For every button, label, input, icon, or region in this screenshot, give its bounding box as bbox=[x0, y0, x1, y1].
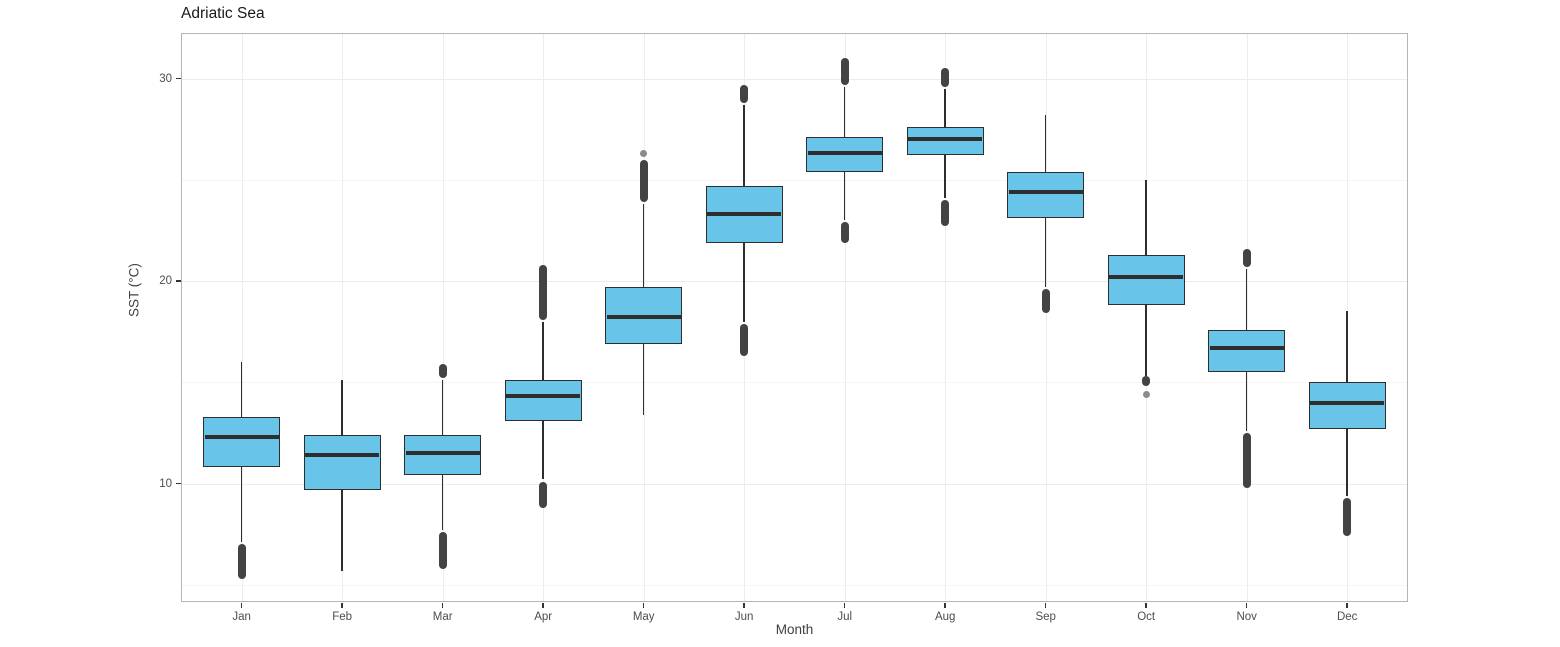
median-line-mar bbox=[405, 451, 480, 456]
gridline-major bbox=[182, 281, 1407, 283]
y-tick-label: 30 bbox=[159, 72, 172, 85]
outlier-cluster bbox=[1142, 376, 1151, 387]
x-tick-label: Feb bbox=[332, 611, 353, 623]
median-line-sep bbox=[1008, 189, 1083, 194]
y-tick bbox=[176, 280, 181, 282]
y-tick-label: 10 bbox=[159, 477, 172, 490]
y-axis-title: SST (°C) bbox=[126, 263, 142, 317]
median-line-jun bbox=[707, 212, 782, 217]
median-line-may bbox=[606, 315, 681, 320]
median-line-aug bbox=[908, 137, 983, 142]
median-line-jan bbox=[204, 434, 279, 439]
outlier-cluster bbox=[941, 200, 950, 227]
x-tick bbox=[240, 603, 243, 608]
x-tick-label: Jul bbox=[837, 611, 853, 623]
x-tick bbox=[944, 603, 946, 608]
outlier-cluster bbox=[539, 264, 548, 320]
x-tick-label: Jan bbox=[232, 611, 251, 623]
outlier-cluster bbox=[1242, 248, 1251, 267]
x-tick-label: Oct bbox=[1137, 611, 1156, 623]
outlier-cluster bbox=[740, 323, 749, 356]
x-tick bbox=[341, 603, 343, 608]
box-jan bbox=[203, 416, 281, 468]
gridline-major bbox=[182, 483, 1407, 485]
median-line-apr bbox=[506, 394, 581, 399]
x-tick-label: Jun bbox=[734, 611, 754, 623]
outlier-cluster bbox=[438, 532, 447, 569]
gridline-vertical bbox=[342, 34, 344, 601]
x-tick bbox=[1145, 603, 1147, 608]
median-line-feb bbox=[305, 453, 380, 458]
x-tick-label: Sep bbox=[1035, 611, 1056, 623]
x-tick-label: May bbox=[632, 611, 655, 623]
outlier-cluster bbox=[539, 481, 548, 508]
gridline-minor bbox=[182, 179, 1407, 181]
x-tick-label: Dec bbox=[1336, 611, 1358, 623]
outlier-cluster bbox=[840, 222, 849, 243]
x-tick-label: Apr bbox=[534, 611, 553, 623]
gridline-minor bbox=[182, 382, 1407, 384]
outlier-cluster bbox=[740, 84, 749, 103]
outlier-cluster bbox=[1041, 289, 1050, 314]
outlier-cluster bbox=[941, 68, 950, 87]
gridline-vertical bbox=[442, 34, 444, 601]
y-tick-label: 20 bbox=[159, 275, 172, 288]
box-may bbox=[605, 287, 683, 344]
outlier-cluster bbox=[438, 364, 447, 379]
x-tick-label: Mar bbox=[432, 611, 453, 623]
chart-title: Adriatic Sea bbox=[181, 5, 265, 22]
box-oct bbox=[1107, 254, 1185, 306]
box-aug bbox=[906, 127, 984, 156]
box-feb bbox=[303, 434, 381, 490]
median-line-oct bbox=[1109, 274, 1184, 279]
x-tick bbox=[843, 603, 846, 608]
box-apr bbox=[504, 380, 582, 421]
x-tick bbox=[743, 603, 745, 608]
median-line-jul bbox=[807, 151, 882, 156]
outlier-cluster bbox=[1242, 432, 1251, 488]
outlier-cluster bbox=[840, 58, 849, 85]
y-tick bbox=[176, 77, 181, 80]
x-axis-title: Month bbox=[775, 622, 814, 637]
box-dec bbox=[1308, 382, 1386, 429]
plot-panel: 10 20 30 Jan Feb Mar Apr May Jun Jul Aug Sep Oct Nov D… bbox=[159, 33, 1408, 623]
x-tick bbox=[1346, 603, 1348, 608]
x-tick bbox=[1044, 603, 1047, 608]
gridline-vertical bbox=[945, 34, 947, 601]
x-tick bbox=[542, 603, 544, 608]
y-tick bbox=[176, 482, 181, 485]
gridline-major bbox=[182, 78, 1407, 80]
box-sep bbox=[1007, 171, 1085, 219]
outlier-point bbox=[640, 149, 648, 157]
x-tick-label: Nov bbox=[1236, 611, 1257, 623]
median-line-nov bbox=[1209, 345, 1284, 350]
gridline-vertical bbox=[241, 34, 243, 601]
x-tick bbox=[1245, 603, 1248, 608]
gridline-vertical bbox=[1045, 34, 1047, 601]
outlier-cluster bbox=[1343, 497, 1352, 537]
median-line-dec bbox=[1310, 400, 1385, 405]
box-nov bbox=[1208, 329, 1286, 373]
outlier-point bbox=[1142, 390, 1150, 398]
x-tick-label: Aug bbox=[934, 611, 956, 623]
box-mar bbox=[404, 434, 482, 476]
outlier-cluster bbox=[237, 544, 246, 579]
x-tick bbox=[642, 603, 645, 608]
x-tick bbox=[441, 603, 444, 608]
outlier-cluster bbox=[639, 159, 648, 203]
gridline-minor bbox=[182, 584, 1407, 586]
gridline-vertical bbox=[844, 34, 846, 601]
